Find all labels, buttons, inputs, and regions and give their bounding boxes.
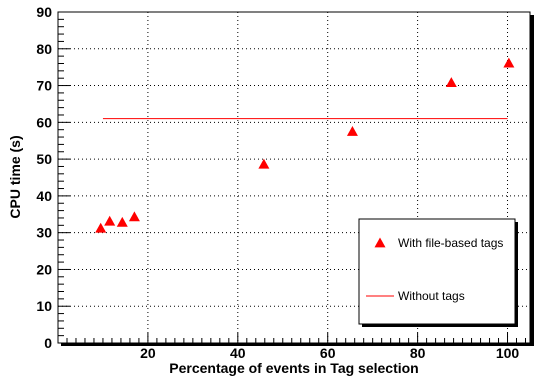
legend-label: Without tags bbox=[398, 289, 465, 303]
data-point bbox=[346, 126, 358, 136]
x-axis-title: Percentage of events in Tag selection bbox=[169, 360, 418, 376]
legend-label: With file-based tags bbox=[398, 236, 503, 250]
x-tick-label: 20 bbox=[140, 345, 156, 361]
data-point bbox=[503, 57, 515, 68]
data-point bbox=[258, 158, 270, 169]
tick-labels: 20 40 60 80 100 0 10 20 30 40 50 60 70 80 90 bbox=[36, 4, 519, 361]
y-tick-label: 50 bbox=[36, 151, 52, 167]
x-tick-label: 40 bbox=[230, 345, 246, 361]
x-tick-label: 100 bbox=[496, 345, 520, 361]
legend-triangle-symbol bbox=[374, 237, 386, 248]
data-point bbox=[128, 211, 140, 222]
y-axis-title: CPU time (s) bbox=[7, 135, 23, 218]
y-tick-label: 40 bbox=[36, 188, 52, 204]
data-point bbox=[445, 77, 457, 88]
y-tick-label: 70 bbox=[36, 78, 52, 94]
y-tick-label: 30 bbox=[36, 225, 52, 241]
x-tick-label: 80 bbox=[410, 345, 426, 361]
data-point bbox=[116, 216, 128, 227]
legend: With file-based tags Without tags bbox=[358, 218, 518, 327]
axis-ticks bbox=[58, 11, 527, 344]
grid-lines bbox=[58, 12, 530, 343]
legend-entries: With file-based tags Without tags bbox=[366, 236, 503, 303]
y-tick-label: 0 bbox=[44, 335, 52, 351]
data-point bbox=[95, 222, 107, 233]
x-tick-label: 60 bbox=[320, 345, 336, 361]
y-tick-label: 60 bbox=[36, 114, 52, 130]
data-point bbox=[104, 215, 116, 226]
data-series bbox=[95, 57, 515, 233]
y-tick-label: 10 bbox=[36, 298, 52, 314]
y-tick-label: 90 bbox=[36, 4, 52, 20]
y-tick-label: 80 bbox=[36, 41, 52, 57]
y-tick-label: 20 bbox=[36, 261, 52, 277]
legend-box bbox=[358, 218, 516, 325]
